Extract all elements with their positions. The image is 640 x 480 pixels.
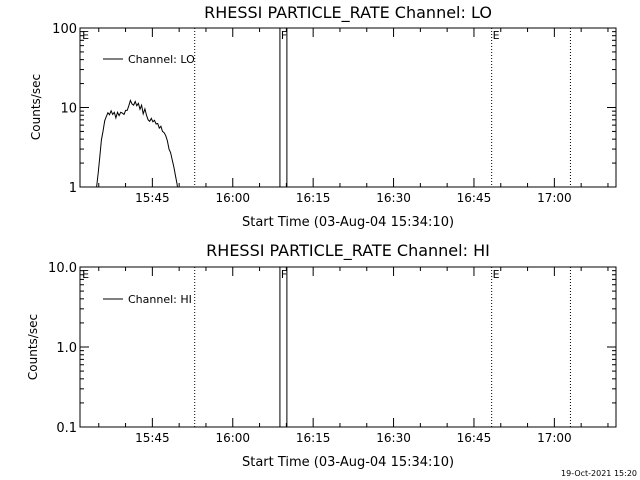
x-tick-label: 17:00 bbox=[537, 191, 572, 205]
x-axis-label: Start Time (03-Aug-04 15:34:10) bbox=[242, 455, 454, 470]
plot-frame bbox=[79, 27, 617, 188]
x-tick-label: 15:45 bbox=[135, 191, 170, 205]
legend-entry: Channel: LO bbox=[128, 53, 195, 66]
x-tick-label: 16:00 bbox=[215, 191, 250, 205]
x-axis-label: Start Time (03-Aug-04 15:34:10) bbox=[242, 215, 454, 230]
legend: Channel: HI bbox=[103, 293, 192, 306]
series-line bbox=[96, 98, 178, 187]
x-tick-label: 16:00 bbox=[215, 431, 250, 445]
x-tick-label: 16:30 bbox=[376, 431, 411, 445]
legend-entry: Channel: HI bbox=[128, 293, 192, 306]
y-axis-label: Counts/sec bbox=[26, 314, 40, 380]
marker-label: E bbox=[82, 29, 89, 42]
x-tick-label: 16:45 bbox=[457, 431, 492, 445]
y-tick-label: 100 bbox=[52, 22, 77, 37]
x-tick-label: 17:00 bbox=[537, 431, 572, 445]
series-layer bbox=[96, 98, 178, 187]
axis-ticks: 15:45 16:00 16:15 16:30 16:45 17:00 100 10 1 bbox=[52, 22, 616, 205]
marker-label: F bbox=[281, 29, 287, 42]
x-tick-label: 16:45 bbox=[457, 191, 492, 205]
legend: Channel: LO bbox=[103, 53, 195, 66]
x-tick-label: 15:45 bbox=[135, 431, 170, 445]
y-tick-label: 10.0 bbox=[48, 261, 77, 276]
chart-title: RHESSI PARTICLE_RATE Channel: HI bbox=[206, 241, 490, 261]
x-tick-label: 16:30 bbox=[376, 191, 411, 205]
x-tick-label: 16:15 bbox=[296, 191, 331, 205]
marker-label: E bbox=[493, 268, 500, 281]
chart-panel-lo: RHESSI PARTICLE_RATE Channel: LO Counts/… bbox=[29, 3, 617, 230]
y-tick-label: 0.1 bbox=[56, 421, 77, 436]
timestamp: 19-Oct-2021 15:20 bbox=[561, 469, 637, 478]
chart-title: RHESSI PARTICLE_RATE Channel: LO bbox=[204, 3, 492, 23]
x-tick-label: 16:15 bbox=[296, 431, 331, 445]
plot-frame bbox=[79, 266, 617, 428]
marker-label: E bbox=[82, 268, 89, 281]
chart-panel-hi: RHESSI PARTICLE_RATE Channel: HI Counts/… bbox=[26, 241, 617, 470]
axis-ticks: 15:45 16:00 16:15 16:30 16:45 17:00 10.0 1.0 0.1 bbox=[48, 261, 616, 445]
marker-label: E bbox=[493, 29, 500, 42]
y-tick-label: 1 bbox=[69, 181, 77, 196]
marker-label: F bbox=[281, 268, 287, 281]
y-tick-label: 10 bbox=[60, 102, 77, 117]
y-tick-label: 1.0 bbox=[56, 341, 77, 356]
y-axis-label: Counts/sec bbox=[29, 74, 43, 140]
